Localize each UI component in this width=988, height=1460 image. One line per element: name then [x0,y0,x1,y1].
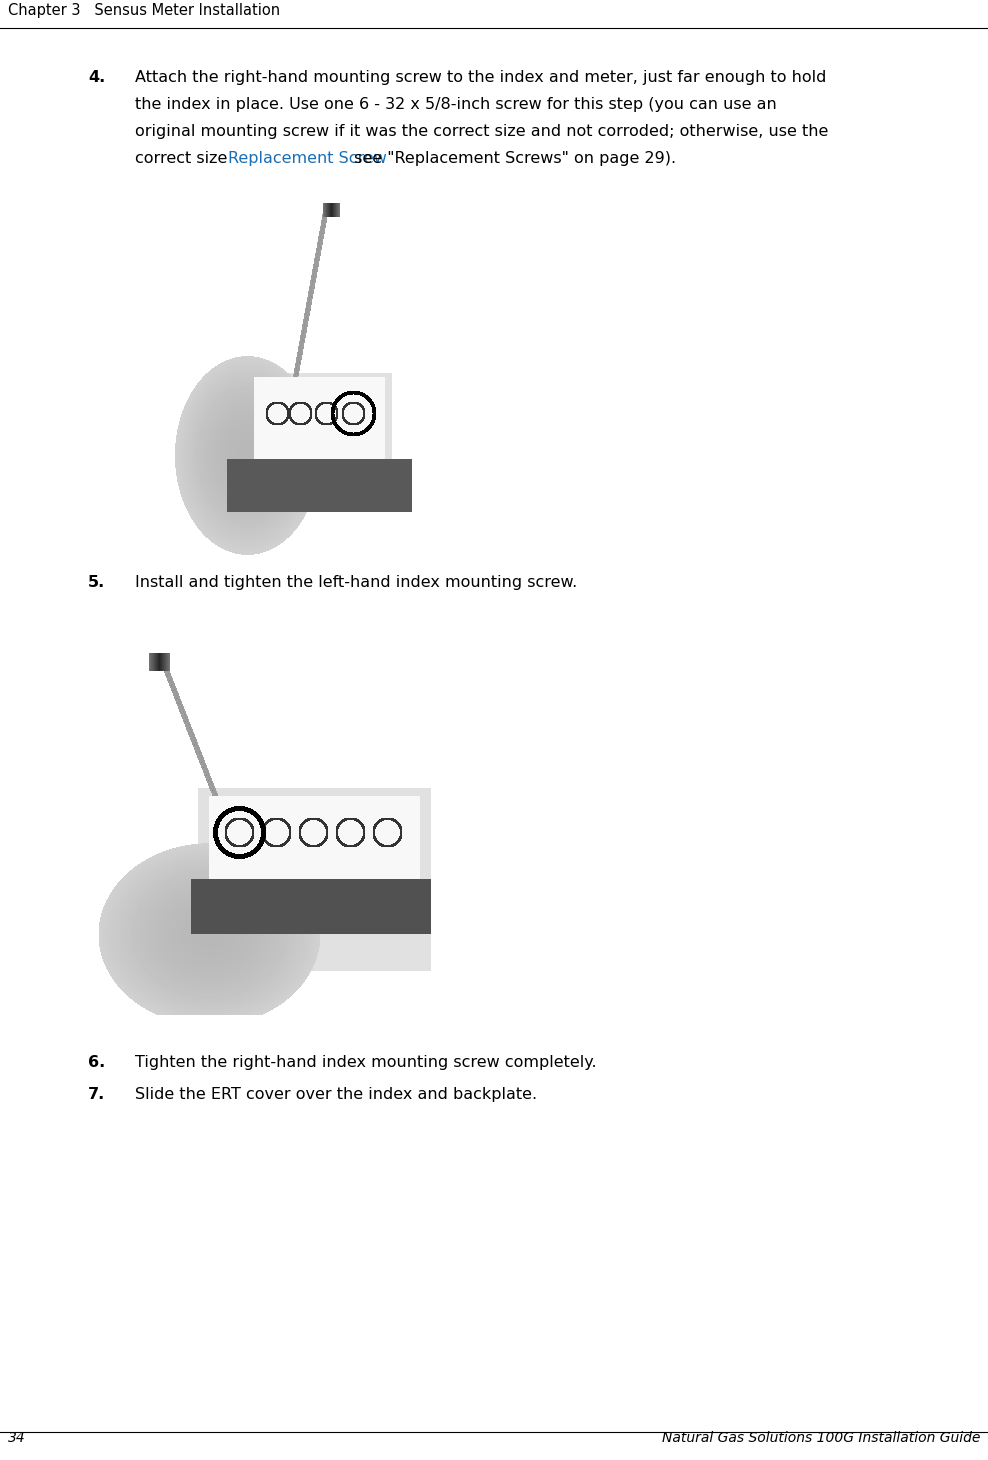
Text: 5.: 5. [88,575,106,590]
Text: Replacement Screw: Replacement Screw [227,150,386,166]
Text: Chapter 3   Sensus Meter Installation: Chapter 3 Sensus Meter Installation [8,3,281,18]
Text: original mounting screw if it was the correct size and not corroded; otherwise, : original mounting screw if it was the co… [135,124,828,139]
Text: 4.: 4. [88,70,106,85]
Text: see "Replacement Screws" on page 29).: see "Replacement Screws" on page 29). [349,150,676,166]
Text: 6.: 6. [88,1056,106,1070]
Text: Attach the right-hand mounting screw to the index and meter, just far enough to : Attach the right-hand mounting screw to … [135,70,826,85]
Text: Slide the ERT cover over the index and backplate.: Slide the ERT cover over the index and b… [135,1088,537,1102]
Text: 7.: 7. [88,1088,106,1102]
Text: the index in place. Use one 6 - 32 x 5/8-inch screw for this step (you can use a: the index in place. Use one 6 - 32 x 5/8… [135,96,777,112]
Text: Install and tighten the left-hand index mounting screw.: Install and tighten the left-hand index … [135,575,577,590]
Text: Tighten the right-hand index mounting screw completely.: Tighten the right-hand index mounting sc… [135,1056,597,1070]
Text: correct size: correct size [135,150,232,166]
Text: 34: 34 [8,1431,26,1445]
Text: Natural Gas Solutions 100G Installation Guide: Natural Gas Solutions 100G Installation … [662,1431,980,1445]
